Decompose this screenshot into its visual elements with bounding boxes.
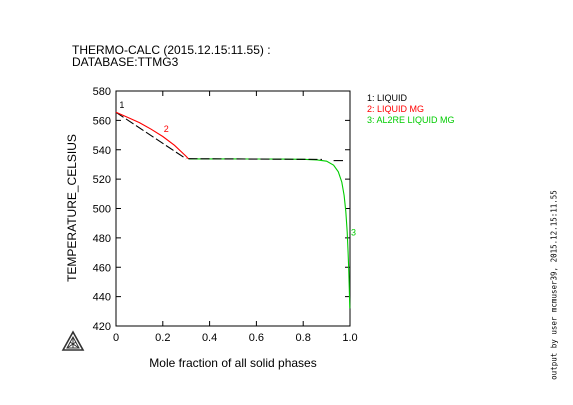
series-line-1 (188, 158, 322, 160)
y-ticks: 420 440 460 480 500 520 540 560 580 (93, 86, 350, 333)
chart-title-line-1: THERMO-CALC (2015.12.15:11.55) : (72, 43, 271, 57)
y-tick-label: 440 (93, 292, 111, 304)
x-tick-label: 0.6 (249, 332, 264, 344)
legend-entry-al2re-liquid-mg: 3: AL2RE LIQUID MG (367, 115, 455, 125)
x-tick-label: 0.8 (296, 332, 311, 344)
x-axis-label: Mole fraction of all solid phases (149, 356, 317, 370)
y-tick-label: 580 (93, 86, 111, 98)
curve-label-1: 1 (119, 100, 124, 110)
series-line-3 (188, 158, 351, 309)
series-line-1 (115, 111, 187, 160)
x-tick-label: 0.2 (155, 332, 170, 344)
legend: 1: LIQUID 2: LIQUID MG 3: AL2RE LIQUID M… (367, 93, 455, 126)
x-tick-label: 0.4 (202, 332, 217, 344)
x-tick-label: 0 (113, 332, 119, 344)
curve-label-2: 2 (164, 124, 169, 134)
y-tick-label: 460 (93, 262, 111, 274)
curve-labels: 1 2 3 (119, 100, 356, 238)
plot-frame (115, 90, 351, 327)
y-tick-label: 420 (93, 321, 111, 333)
x-tick-label: 1.0 (342, 332, 357, 344)
y-tick-label: 520 (93, 174, 111, 186)
y-tick-label: 560 (93, 115, 111, 127)
curve-label-3: 3 (351, 228, 356, 238)
y-tick-label: 500 (93, 204, 111, 216)
series-line-2 (115, 111, 189, 160)
legend-entry-liquid: 1: LIQUID (367, 93, 408, 103)
y-tick-label: 480 (93, 233, 111, 245)
y-tick-label: 540 (93, 145, 111, 157)
chart-title: THERMO-CALC (2015.12.15:11.55) : DATABAS… (72, 44, 271, 68)
chart-title-line-2: DATABASE:TTMG3 (72, 55, 179, 69)
series-group (115, 111, 351, 309)
thermo-calc-logo-icon (61, 330, 85, 351)
x-ticks: 0 0.2 0.4 0.6 0.8 1.0 (113, 91, 358, 344)
legend-entry-liquid-mg: 2: LIQUID MG (367, 104, 425, 114)
